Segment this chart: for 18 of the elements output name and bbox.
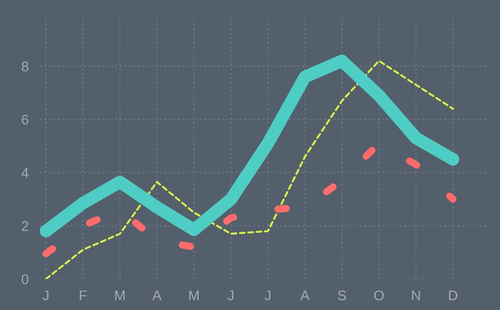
x-tick-label: N [412, 290, 420, 300]
x-tick-label: M [115, 290, 125, 300]
x-tick-label: A [152, 290, 162, 300]
x-tick-label: D [449, 290, 458, 300]
x-tick-label: J [42, 290, 48, 300]
x-tick-label: S [338, 290, 346, 300]
x-tick-label: F [80, 290, 87, 300]
x-tick-label: M [189, 290, 199, 300]
y-tick-label: 2 [22, 221, 28, 231]
y-tick-label: 0 [22, 274, 28, 284]
x-tick-label: J [264, 290, 270, 300]
x-tick-label: J [228, 290, 234, 300]
y-tick-label: 8 [22, 62, 28, 72]
y-tick-label: 4 [21, 168, 28, 178]
line-series [44, 60, 454, 279]
y-tick-label: 6 [22, 114, 28, 125]
x-tick-label: A [300, 290, 310, 300]
x-tick-label: O [374, 290, 384, 300]
